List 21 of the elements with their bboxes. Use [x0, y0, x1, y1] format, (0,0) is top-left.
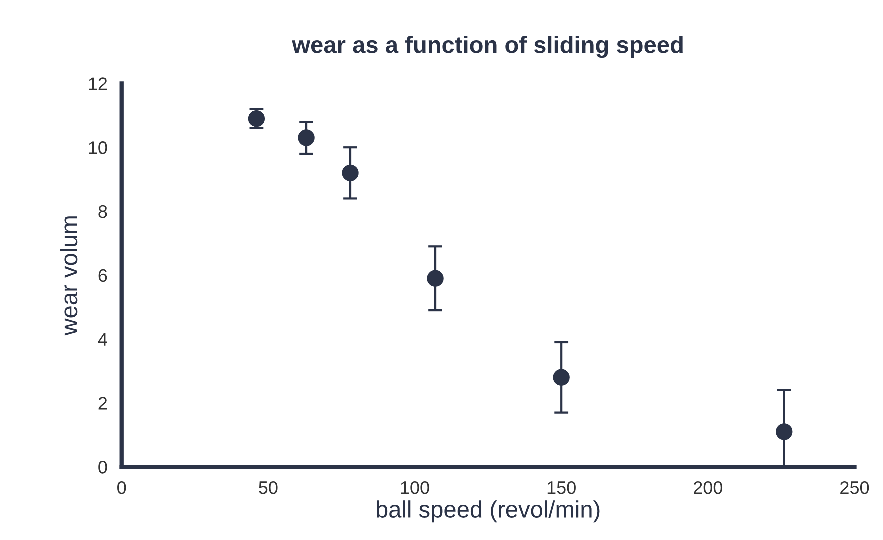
point	[776, 424, 793, 440]
point	[342, 164, 359, 182]
chart-title: wear as a function of sliding speed	[292, 36, 683, 58]
y-axis-title: wear volum	[60, 216, 78, 336]
y-tick-label: 0	[98, 461, 108, 474]
y-tick-label: 10	[89, 142, 108, 154]
y-tick-label: 12	[89, 78, 108, 90]
y-tick-label: 8	[98, 205, 108, 218]
point	[298, 130, 315, 146]
x-tick-label: 0	[118, 481, 126, 494]
x-tick-label: 250	[840, 481, 870, 494]
y-tick-label: 6	[98, 269, 108, 282]
y-tick-label: 4	[98, 333, 108, 346]
point	[427, 270, 444, 287]
x-tick-label: 50	[259, 481, 278, 494]
x-tick-label: 100	[401, 481, 430, 494]
x-tick-label: 200	[694, 481, 723, 494]
y-tick-label: 2	[98, 397, 108, 410]
point	[553, 369, 570, 386]
x-tick-label: 150	[548, 481, 576, 494]
x-axis-title: ball speed (revol/min)	[376, 500, 600, 523]
